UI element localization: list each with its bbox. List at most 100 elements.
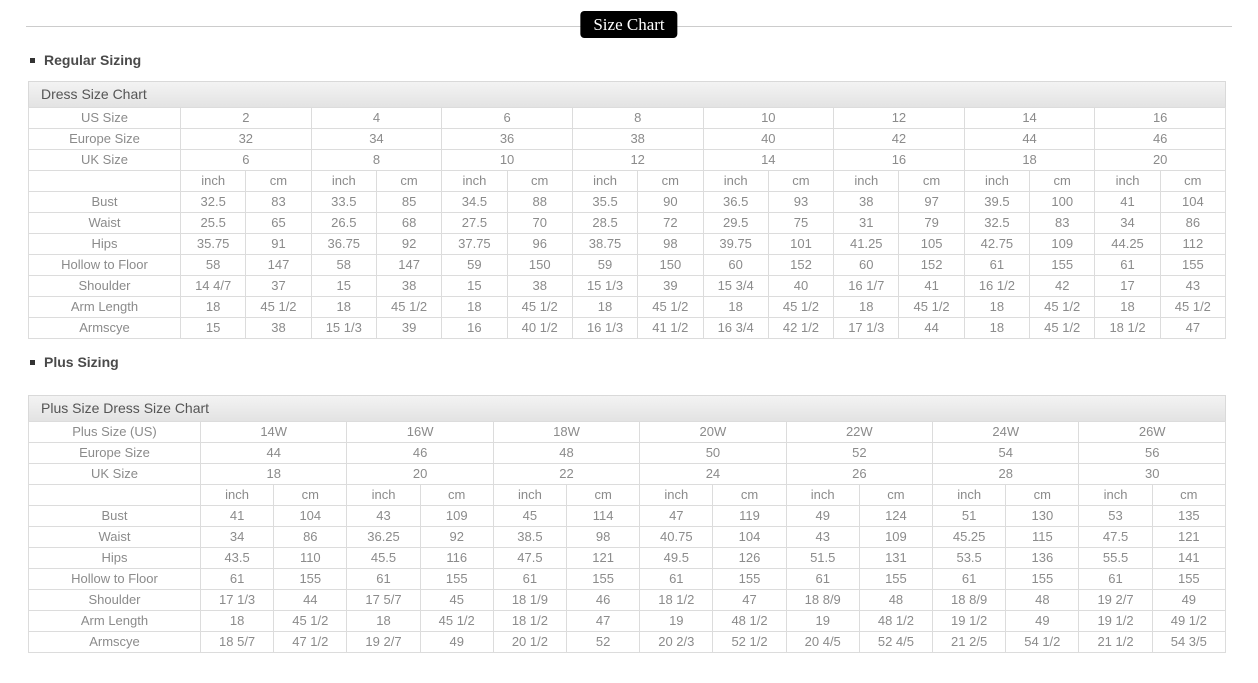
- measure-inch-cell: 35.5: [571, 191, 639, 213]
- measure-inch-cell: 18 1/2: [639, 589, 714, 611]
- measure-inch-cell: 35.75: [179, 233, 247, 255]
- measure-inch-cell: 58: [179, 254, 247, 276]
- measure-cm-cell: 45 1/2: [637, 296, 704, 318]
- measure-inch-cell: 28.5: [571, 212, 639, 234]
- measure-cm-cell: 45 1/2: [245, 296, 312, 318]
- measure-inch-cell: 14 4/7: [179, 275, 247, 297]
- measure-cm-cell: 45 1/2: [419, 610, 494, 632]
- measure-inch-cell: 15: [179, 317, 247, 339]
- measure-row: Waist 34 86 36.25 92 38.5 98 40.75 104 43 109 45.25…: [28, 526, 1227, 548]
- unit-cm-cell: cm: [1029, 170, 1096, 192]
- measure-inch-cell: 59: [441, 254, 508, 276]
- size-header-row: Europe Size 32 34 36 38 40 42 44 46: [28, 128, 1226, 150]
- measure-inch-cell: 19: [639, 610, 714, 632]
- unit-inch-cell: inch: [963, 170, 1031, 192]
- measure-inch-cell: 34: [199, 526, 275, 548]
- measure-inch-cell: 61: [492, 568, 568, 590]
- measure-cm-cell: 38: [375, 275, 443, 297]
- measure-inch-cell: 45.25: [932, 526, 1007, 548]
- measure-inch-cell: 15 1/3: [571, 275, 639, 297]
- measure-row: Armscye 18 5/7 47 1/2 19 2/7 49 20 1/2 52 20 2/…: [28, 631, 1227, 653]
- size-value-cell: 6: [441, 107, 573, 129]
- section-heading-label: Regular Sizing: [44, 52, 142, 68]
- measure-cm-cell: 121: [1151, 526, 1227, 548]
- plus-size-grid: Plus Size (US) 14W 16W 18W 20W 22W 24W 26W Europ…: [28, 421, 1227, 653]
- measure-inch-cell: 44.25: [1094, 233, 1161, 255]
- row-label-cell: Armscye: [28, 317, 181, 339]
- measure-cm-cell: 49: [1151, 589, 1227, 611]
- size-value-cell: 40: [702, 128, 835, 150]
- measure-row: Hollow to Floor 58 147 58 147 59 150 59 150 60 152…: [28, 254, 1227, 276]
- measure-row: Shoulder 14 4/7 37 15 38 15 38 15 1/3 39 15 3/4 40…: [28, 275, 1227, 297]
- measure-inch-cell: 49.5: [639, 547, 714, 569]
- measure-cm-cell: 92: [375, 233, 443, 255]
- measure-inch-cell: 15: [441, 275, 508, 297]
- measure-inch-cell: 40.75: [639, 526, 714, 548]
- page-title: Size Chart: [580, 11, 678, 38]
- measure-cm-cell: 40: [767, 275, 835, 297]
- measure-inch-cell: 61: [785, 568, 860, 590]
- measure-inch-cell: 19 1/2: [932, 610, 1007, 632]
- measure-inch-cell: 41.25: [833, 233, 900, 255]
- size-value-cell: 22W: [785, 421, 934, 443]
- unit-inch-cell: inch: [1094, 170, 1161, 192]
- measure-inch-cell: 15 1/3: [310, 317, 377, 339]
- size-value-cell: 18W: [492, 421, 641, 443]
- measure-cm-cell: 109: [858, 526, 934, 548]
- unit-cm-cell: cm: [767, 170, 835, 192]
- row-label-cell: Shoulder: [28, 275, 181, 297]
- unit-inch-cell: inch: [833, 170, 900, 192]
- measure-cm-cell: 49: [419, 631, 494, 653]
- page-header: Size Chart: [0, 11, 1258, 39]
- measure-inch-cell: 38.5: [492, 526, 568, 548]
- measure-cm-cell: 79: [898, 212, 965, 234]
- measure-inch-cell: 18: [963, 296, 1031, 318]
- measure-cm-cell: 45 1/2: [375, 296, 443, 318]
- measure-inch-cell: 53: [1078, 505, 1153, 527]
- measure-cm-cell: 47: [712, 589, 787, 611]
- measure-cm-cell: 105: [898, 233, 965, 255]
- size-value-cell: 8: [310, 149, 443, 171]
- table-title-plus: Plus Size Dress Size Chart: [28, 395, 1226, 421]
- size-value-cell: 12: [571, 149, 704, 171]
- measure-inch-cell: 20 2/3: [639, 631, 714, 653]
- measure-inch-cell: 21 2/5: [932, 631, 1007, 653]
- size-value-cell: 24W: [932, 421, 1080, 443]
- measure-inch-cell: 47: [639, 505, 714, 527]
- measure-cm-cell: 45: [419, 589, 494, 611]
- section-heading-label: Plus Sizing: [44, 354, 119, 370]
- measure-cm-cell: 119: [712, 505, 787, 527]
- size-value-cell: 24: [639, 463, 787, 485]
- size-value-cell: 18: [199, 463, 348, 485]
- measure-inch-cell: 43.5: [199, 547, 275, 569]
- measure-cm-cell: 47: [566, 610, 641, 632]
- measure-cm-cell: 86: [1159, 212, 1227, 234]
- unit-cm-cell: cm: [712, 484, 787, 506]
- measure-cm-cell: 155: [566, 568, 641, 590]
- measure-cm-cell: 93: [767, 191, 835, 213]
- row-label-cell: Armscye: [28, 631, 201, 653]
- measure-inch-cell: 17 1/3: [199, 589, 275, 611]
- size-value-cell: 12: [833, 107, 965, 129]
- measure-cm-cell: 65: [245, 212, 312, 234]
- row-label-cell: Hips: [28, 233, 181, 255]
- measure-cm-cell: 45 1/2: [898, 296, 965, 318]
- measure-inch-cell: 16 1/3: [571, 317, 639, 339]
- unit-cm-cell: cm: [419, 484, 494, 506]
- measure-inch-cell: 19: [785, 610, 860, 632]
- measure-cm-cell: 121: [566, 547, 641, 569]
- measure-cm-cell: 72: [637, 212, 704, 234]
- measure-inch-cell: 47.5: [492, 547, 568, 569]
- measure-cm-cell: 45 1/2: [1029, 296, 1096, 318]
- measure-inch-cell: 32.5: [963, 212, 1031, 234]
- measure-inch-cell: 19 2/7: [1078, 589, 1153, 611]
- measure-inch-cell: 34.5: [441, 191, 508, 213]
- unit-inch-cell: inch: [346, 484, 421, 506]
- unit-cm-cell: cm: [1151, 484, 1227, 506]
- regular-size-grid: US Size 2 4 6 8 10 12 14 16 Europe Size 32 34 36 38 40…: [28, 107, 1227, 339]
- measure-row: Shoulder 17 1/3 44 17 5/7 45 18 1/9 46 18 1/2 47…: [28, 589, 1227, 611]
- row-label-cell: Arm Length: [28, 610, 201, 632]
- measure-inch-cell: 38: [833, 191, 900, 213]
- size-value-cell: 44: [199, 442, 348, 464]
- measure-cm-cell: 39: [375, 317, 443, 339]
